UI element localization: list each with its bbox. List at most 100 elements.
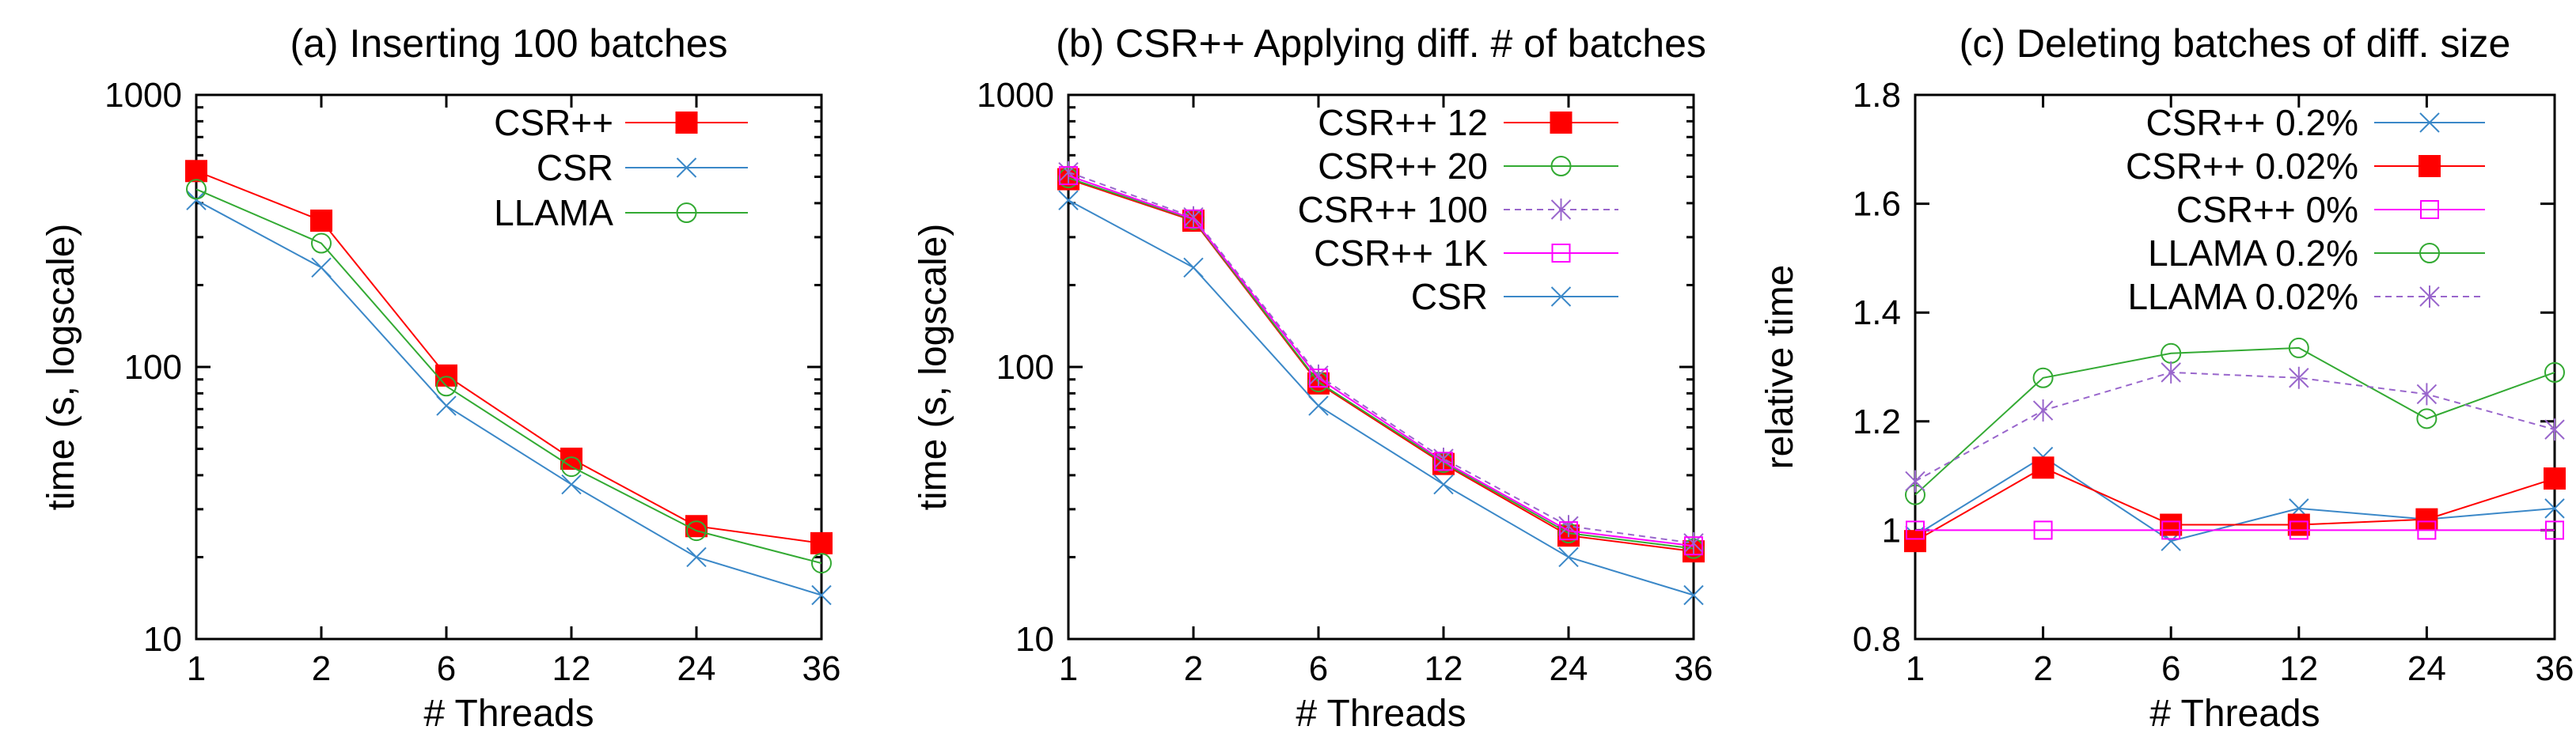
x-tick-label: 2 <box>312 649 331 688</box>
legend-marker <box>2419 243 2440 263</box>
data-point <box>1559 521 1578 541</box>
series-llama-0-02- <box>1905 361 2565 493</box>
data-point <box>2287 513 2310 536</box>
x-axis-label: # Threads <box>423 693 594 735</box>
y-tick-label: 1 <box>1882 511 1901 550</box>
x-tick-label: 1 <box>187 649 206 688</box>
series-csr-0-02- <box>1904 456 2566 553</box>
legend-label: CSR++ 100 <box>1298 189 1488 230</box>
series-csr-0-2- <box>1905 446 2565 551</box>
data-point <box>2415 508 2438 531</box>
data-point <box>2416 408 2438 429</box>
x-tick-label: 12 <box>552 649 591 688</box>
data-point <box>686 546 707 568</box>
x-tick-label: 1 <box>1906 649 1925 688</box>
x-tick-label: 36 <box>2536 649 2574 688</box>
data-point <box>435 364 457 387</box>
data-point <box>811 584 832 606</box>
y-tick-label: 0.8 <box>1853 620 1901 659</box>
series-llama-0-2- <box>1905 337 2565 505</box>
series-line <box>1068 177 1694 550</box>
y-tick-label: 1000 <box>104 76 182 115</box>
y-tick-label: 100 <box>124 348 182 387</box>
y-axis-label: time (s, logscale) <box>40 224 82 511</box>
data-point <box>1905 470 1925 493</box>
series-csr-1k <box>1059 166 1703 556</box>
data-point <box>2416 383 2438 406</box>
data-point <box>185 160 207 183</box>
data-point <box>1684 536 1703 556</box>
x-tick-label: 2 <box>2033 649 2052 688</box>
data-point <box>2544 467 2566 490</box>
legend-marker <box>2419 286 2440 308</box>
x-tick-label: 12 <box>2279 649 2318 688</box>
chart-title: (c) Deleting batches of diff. size <box>1960 21 2511 66</box>
data-point <box>186 190 207 210</box>
y-tick-label: 1000 <box>977 76 1054 115</box>
data-point <box>2289 366 2309 389</box>
data-point <box>1309 369 1328 388</box>
series-line <box>1068 199 1694 596</box>
series-csr <box>1058 190 1704 606</box>
x-tick-label: 6 <box>2161 649 2180 688</box>
legend-marker <box>675 112 698 134</box>
legend-label: LLAMA <box>494 192 613 233</box>
series-line <box>195 199 822 596</box>
legend-label: CSR++ 12 <box>1318 102 1488 143</box>
x-tick-label: 36 <box>1675 649 1713 688</box>
data-point <box>2544 361 2565 383</box>
series-csr- <box>185 160 833 554</box>
series-line <box>195 188 822 565</box>
data-point <box>1183 257 1204 278</box>
x-tick-label: 12 <box>1425 649 1463 688</box>
y-axis-label: time (s, logscale) <box>912 224 954 511</box>
series-line <box>1914 371 2555 482</box>
series-csr <box>186 190 832 606</box>
series-line <box>1068 171 1694 544</box>
series-llama <box>186 179 832 574</box>
data-point <box>561 474 582 495</box>
legend-label: LLAMA 0.2% <box>2148 233 2358 274</box>
data-point <box>1059 166 1078 186</box>
x-tick-label: 24 <box>2407 649 2446 688</box>
data-point <box>1308 395 1329 416</box>
data-point <box>1558 515 1579 538</box>
legend-label: CSR++ 0.2% <box>2146 102 2358 143</box>
legend-label: CSR <box>537 147 613 188</box>
data-point <box>2288 337 2309 358</box>
x-tick-label: 2 <box>1184 649 1203 688</box>
series-line <box>1914 456 2555 543</box>
legend-label: LLAMA 0.02% <box>2127 276 2358 317</box>
data-point <box>2544 498 2565 519</box>
data-point <box>1906 520 1925 540</box>
series-line <box>1914 346 2555 496</box>
y-tick-label: 10 <box>1015 620 1054 659</box>
series-csr-0- <box>1906 520 2564 540</box>
data-point <box>436 376 457 397</box>
x-axis-label: # Threads <box>2149 693 2320 735</box>
legend-marker <box>1551 244 1571 263</box>
data-point <box>561 456 582 478</box>
data-point <box>311 257 332 278</box>
x-tick-label: 36 <box>802 649 841 688</box>
data-point <box>810 531 833 554</box>
data-point <box>560 448 582 471</box>
data-point <box>1184 209 1203 229</box>
x-tick-label: 24 <box>1550 649 1588 688</box>
y-tick-label: 1.8 <box>1853 76 1901 115</box>
data-point <box>2161 361 2181 384</box>
legend-label: CSR++ 20 <box>1318 146 1488 187</box>
data-point <box>1683 584 1704 606</box>
x-tick-label: 24 <box>677 649 716 688</box>
data-point <box>310 209 332 232</box>
data-point <box>2160 513 2183 536</box>
legend-marker <box>2420 200 2439 219</box>
data-point <box>1558 546 1579 568</box>
legend-marker <box>676 157 697 178</box>
data-point <box>811 553 832 574</box>
series-line <box>1068 178 1694 553</box>
data-point <box>2033 520 2053 540</box>
